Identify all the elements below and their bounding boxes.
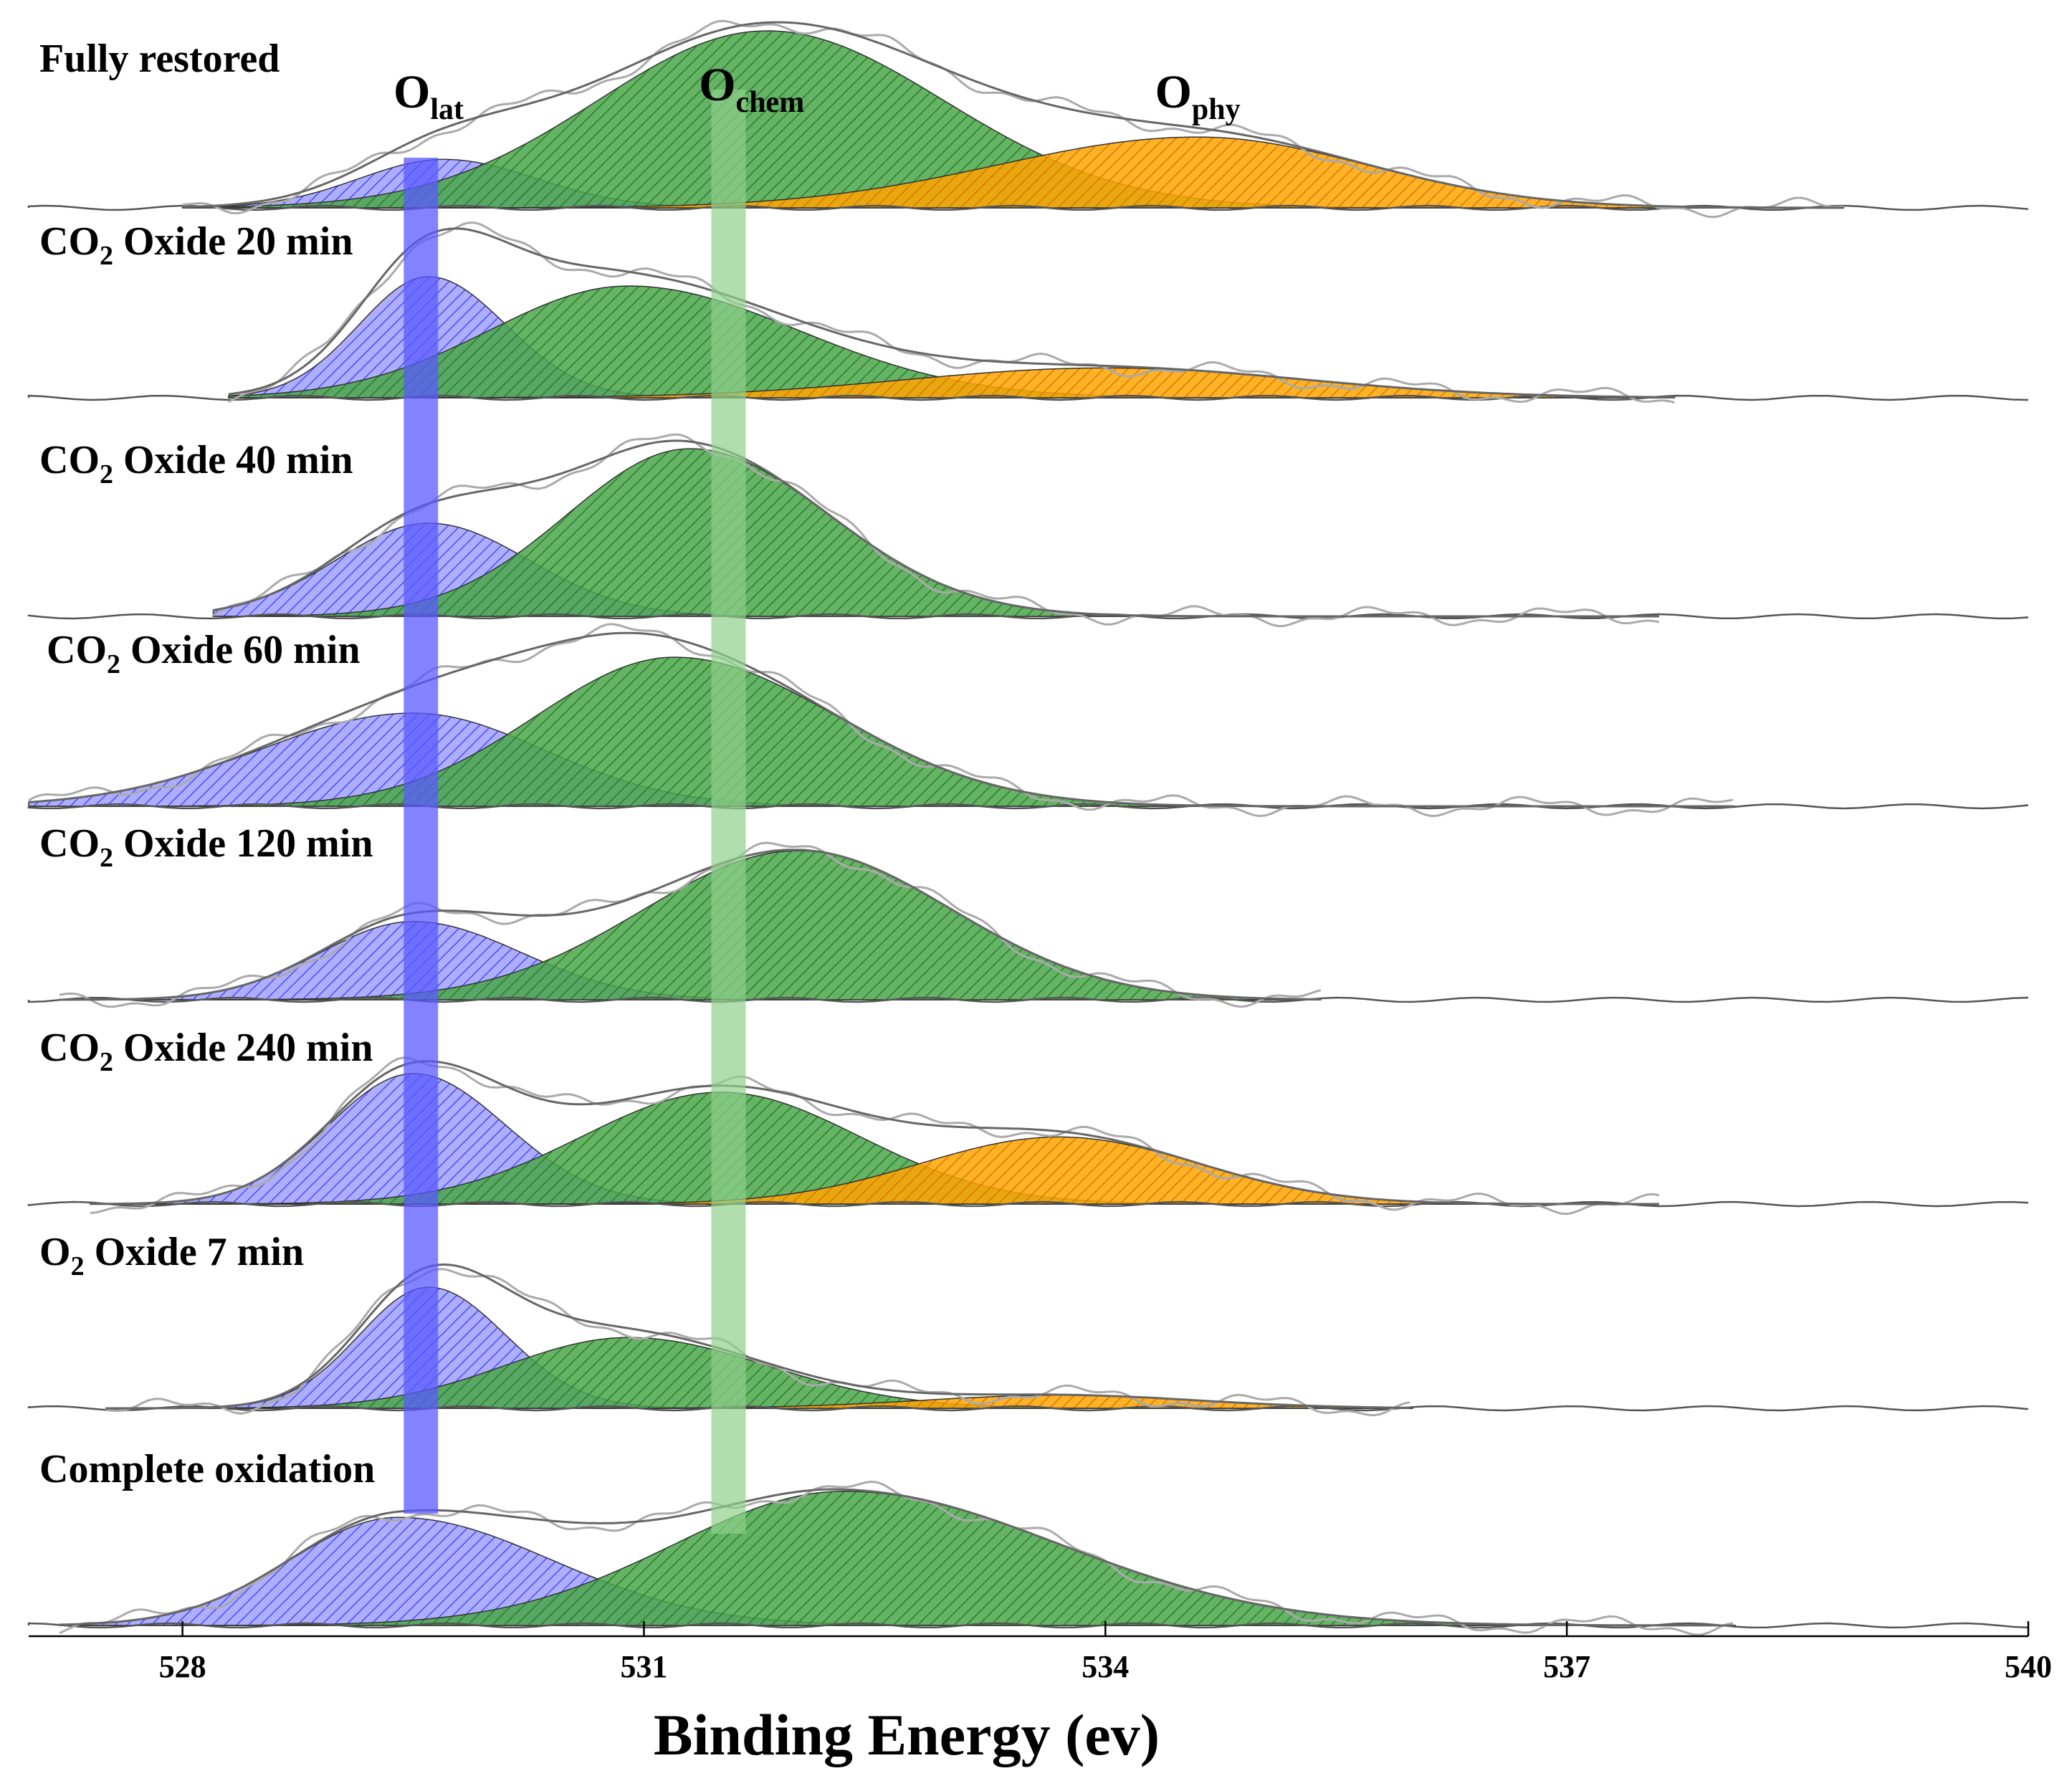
x-axis-title: Binding Energy (ev) [654, 1702, 1160, 1767]
baseline [27, 1200, 2029, 1208]
x-tick-label: 537 [1543, 1649, 1590, 1684]
series-label: Fully restored [39, 37, 280, 81]
guide-o-chem [711, 90, 746, 1534]
series-label: Complete oxidation [39, 1447, 375, 1491]
spectrum [27, 623, 2029, 818]
x-tick-label: 528 [159, 1649, 206, 1684]
envelope-trace [213, 439, 1659, 618]
baseline [27, 1622, 2029, 1629]
series-label: CO2 Oxide 60 min [47, 628, 360, 679]
envelope-trace [28, 631, 1733, 808]
spectrum [27, 1056, 2029, 1216]
peak-label-chem: Ochem [699, 59, 804, 119]
raw-trace [212, 433, 1660, 628]
envelope-trace [59, 1488, 1733, 1627]
baseline [27, 803, 2029, 810]
raw-trace [228, 221, 1675, 403]
series-label: O2 Oxide 7 min [39, 1230, 304, 1281]
spectrum [27, 221, 2029, 403]
peak-label-lat: Olat [393, 66, 464, 126]
series-label: CO2 Oxide 120 min [39, 821, 373, 873]
spectrum [27, 841, 2029, 1008]
envelope-trace [90, 1060, 1659, 1205]
raw-trace [105, 1268, 1410, 1417]
x-tick-label: 540 [2005, 1649, 2052, 1684]
raw-trace [28, 623, 1734, 818]
spectrum [27, 19, 2029, 219]
raw-trace [90, 1056, 1660, 1216]
raw-trace [182, 19, 1844, 219]
guide-lines [404, 90, 746, 1534]
envelope-trace [59, 849, 1321, 1001]
raw-trace [59, 841, 1322, 1008]
guide-o-lat [404, 158, 439, 1514]
baseline [27, 394, 2029, 401]
x-tick-label: 534 [1082, 1649, 1129, 1684]
spectrum [27, 433, 2029, 628]
series-label: CO2 Oxide 240 min [39, 1026, 373, 1077]
envelope-trace [105, 1263, 1410, 1410]
spectrum [27, 1480, 2029, 1636]
raw-trace [59, 1480, 1734, 1636]
labels: Fully restored CO2 Oxide 20 min CO2 Oxide … [39, 37, 1241, 1491]
x-axis: 528 531 534 537 540 [29, 1621, 2052, 1684]
x-tick-label: 531 [620, 1649, 667, 1684]
series-label: CO2 Oxide 40 min [39, 438, 353, 490]
spectrum [27, 1263, 2029, 1417]
envelope-trace [182, 21, 1844, 209]
baseline [27, 613, 2029, 620]
peak-label-phy: Ophy [1155, 66, 1241, 126]
envelope-trace [228, 227, 1675, 398]
baseline [27, 996, 2029, 1003]
peak-chem [59, 850, 1322, 1001]
series-label: CO2 Oxide 20 min [39, 219, 353, 271]
baseline [27, 1405, 2029, 1412]
